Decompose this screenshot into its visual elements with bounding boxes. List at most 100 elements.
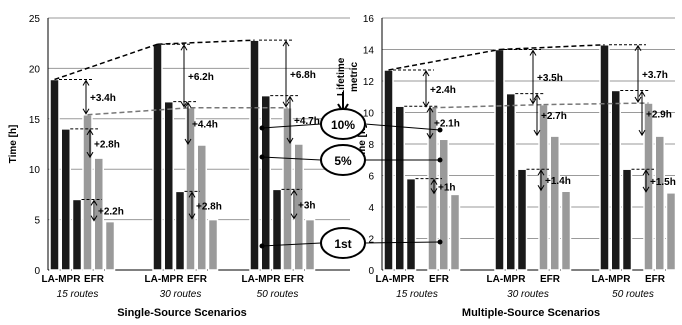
category-label: LA-MPR	[242, 274, 282, 285]
legend-oval	[320, 227, 366, 259]
difference-arrowhead-top	[638, 90, 646, 97]
difference-arrowhead-bottom	[188, 213, 196, 220]
difference-arrowhead-bottom	[638, 129, 646, 137]
y-tick-label: 10	[363, 109, 375, 120]
difference-label: +2.7h	[541, 111, 567, 122]
difference-arrowhead-bottom	[184, 138, 192, 145]
bar-la-mpr-10pct	[249, 39, 260, 271]
legend-marker-right	[437, 127, 443, 133]
difference-arrowhead-bottom	[86, 151, 94, 159]
efr-trend-line	[87, 106, 191, 116]
bar-la-mpr-10pct	[152, 43, 163, 271]
group-label: 15 routes	[396, 289, 438, 300]
difference-arrowhead-bottom	[426, 133, 434, 140]
difference-label: +1h	[438, 183, 456, 194]
bar-la-mpr-1st	[621, 168, 633, 271]
legend-title-line2: metric	[349, 62, 360, 92]
bar-la-mpr-1st	[405, 177, 417, 271]
difference-arrowhead-bottom	[282, 101, 290, 108]
legend-item-label: 10%	[331, 118, 355, 132]
difference-arrowhead-bottom	[422, 101, 430, 108]
legend-connector-left	[261, 242, 322, 247]
bar-la-mpr-5pct	[610, 89, 621, 271]
bar-la-mpr-5pct	[163, 100, 174, 271]
y-tick-label: 6	[368, 172, 374, 183]
difference-arrowhead-top	[286, 95, 294, 102]
difference-label: +4.4h	[192, 119, 218, 130]
y-tick-label: 12	[363, 77, 375, 88]
bar-la-mpr-10pct	[599, 44, 610, 271]
category-label: LA-MPR	[376, 274, 416, 285]
difference-arrowhead-top	[422, 70, 430, 77]
bar-la-mpr-5pct	[505, 92, 516, 271]
difference-arrowhead-top	[290, 189, 298, 196]
efr-trend-line	[543, 102, 649, 106]
bar-efr-1st	[560, 190, 572, 271]
legend-item-label: 5%	[334, 154, 352, 168]
legend-marker-left	[259, 243, 265, 249]
efr-trend-line	[432, 103, 544, 109]
difference-arrowhead-bottom	[90, 215, 98, 222]
y-tick-label: 10	[29, 165, 41, 176]
la-mpr-trend-line	[54, 43, 158, 81]
legend-connector-left	[261, 156, 322, 161]
lifetime-metric-legend: Lifetime metric 10% 5% 1st	[259, 57, 443, 259]
y-axis-label: Time [h]	[357, 125, 368, 164]
difference-label: +3.4h	[90, 93, 116, 104]
difference-label: +2.2h	[98, 207, 124, 218]
difference-arrowhead-top	[537, 169, 545, 176]
bar-efr-1st	[449, 193, 461, 271]
difference-arrowhead-top	[642, 169, 650, 176]
difference-arrowhead-bottom	[537, 184, 545, 192]
chart-title: Multiple-Source Scenarios	[462, 307, 600, 319]
bar-la-mpr-1st	[271, 188, 283, 271]
bar-la-mpr-10pct	[383, 69, 394, 271]
y-tick-label: 2	[368, 235, 374, 246]
difference-arrowhead-top	[430, 178, 438, 185]
difference-label: +6.2h	[188, 72, 214, 83]
bar-efr-5pct	[654, 135, 665, 271]
bar-efr-10pct	[82, 114, 93, 271]
category-label: LA-MPR	[145, 274, 185, 285]
category-label: LA-MPR	[42, 274, 82, 285]
y-tick-label: 14	[363, 46, 375, 57]
bar-efr-1st	[665, 192, 677, 271]
legend-marker-left	[259, 125, 265, 131]
bar-la-mpr-1st	[174, 190, 186, 271]
bar-la-mpr-10pct	[494, 48, 505, 271]
la-mpr-trend-line	[388, 48, 500, 71]
bar-la-mpr-5pct	[60, 128, 71, 271]
difference-arrowhead-top	[90, 199, 98, 206]
bar-efr-1st	[207, 218, 219, 271]
legend-connector-right	[364, 241, 441, 244]
legend-item-label: 1st	[334, 237, 351, 251]
bar-la-mpr-1st	[516, 168, 528, 271]
bar-la-mpr-1st	[71, 198, 83, 271]
chart-multiple-source: 0 2 4 6 8 10 12 14 16 Time [h] LA-MPR EFR 15 routes L…	[357, 14, 677, 319]
difference-label: +2.8h	[94, 139, 120, 150]
group-label: 50 routes	[612, 289, 654, 300]
difference-arrowhead-top	[184, 101, 192, 108]
difference-arrowhead-bottom	[642, 186, 650, 193]
bar-efr-10pct	[185, 106, 196, 271]
legend-oval	[320, 144, 366, 176]
difference-label: +3.5h	[537, 73, 563, 84]
difference-arrowhead-bottom	[286, 137, 294, 144]
difference-arrowhead-top	[634, 44, 642, 52]
difference-arrowhead-bottom	[529, 98, 537, 105]
y-tick-label: 0	[368, 266, 374, 277]
difference-label: +2.1h	[434, 119, 460, 130]
category-label: EFR	[84, 274, 105, 285]
category-label: EFR	[540, 274, 561, 285]
legend-marker-right	[437, 157, 443, 163]
difference-arrowhead-bottom	[430, 188, 438, 195]
group-label: 15 routes	[57, 289, 99, 300]
y-tick-label: 5	[34, 216, 40, 227]
y-tick-label: 15	[29, 115, 41, 126]
legend-connector-right	[364, 123, 441, 131]
legend-marker-left	[259, 154, 265, 160]
difference-arrowhead-bottom	[634, 96, 642, 104]
category-label: LA-MPR	[487, 274, 527, 285]
